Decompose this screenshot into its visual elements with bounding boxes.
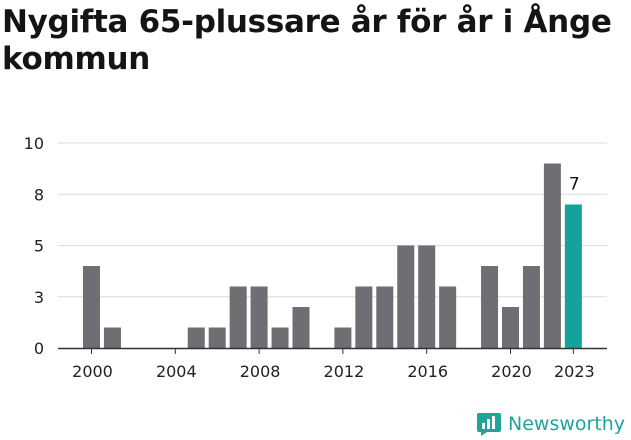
bar (397, 245, 415, 348)
bar (250, 286, 268, 348)
bar (208, 327, 226, 348)
y-axis-labels: 0 3 5 8 10 (24, 134, 44, 358)
data-labels: 7 (569, 175, 580, 195)
data-label: 7 (569, 175, 580, 195)
x-tick-label: 2020 (491, 362, 532, 381)
brand-name: Newsworthy (508, 413, 626, 435)
bar (481, 266, 499, 348)
y-tick-label: 5 (34, 237, 44, 256)
bar (292, 307, 310, 348)
bar (103, 327, 121, 348)
y-tick-label: 8 (34, 185, 44, 204)
bar (543, 163, 561, 348)
x-tick-label: 2000 (72, 362, 113, 381)
newsworthy-logo-icon (477, 413, 501, 436)
bar (229, 286, 247, 348)
bar (439, 286, 457, 348)
y-tick-label: 3 (34, 288, 44, 307)
x-tick-label: 2012 (324, 362, 365, 381)
chart-title: Nygifta 65-plussare år för år i Ånge kom… (2, 4, 612, 77)
bar (502, 307, 519, 348)
x-tick-label: 2023 (554, 362, 595, 381)
bar (334, 327, 352, 348)
bar (271, 327, 289, 348)
x-tick-label: 2016 (407, 362, 448, 381)
y-tick-label: 10 (24, 134, 44, 153)
bars (83, 163, 582, 348)
bar (187, 327, 205, 348)
bar (355, 286, 373, 348)
x-axis: 2000 2004 2008 2012 2016 2020 2023 (58, 347, 607, 381)
x-tick-label: 2004 (156, 362, 197, 381)
bar (418, 245, 436, 348)
bar (376, 286, 394, 348)
gridlines (58, 142, 607, 298)
bar (522, 266, 540, 348)
y-tick-label: 0 (34, 339, 44, 358)
bar-highlighted (564, 204, 582, 348)
brand-logo: Newsworthy (476, 408, 625, 440)
bar (83, 266, 100, 348)
x-tick-label: 2008 (240, 362, 281, 381)
